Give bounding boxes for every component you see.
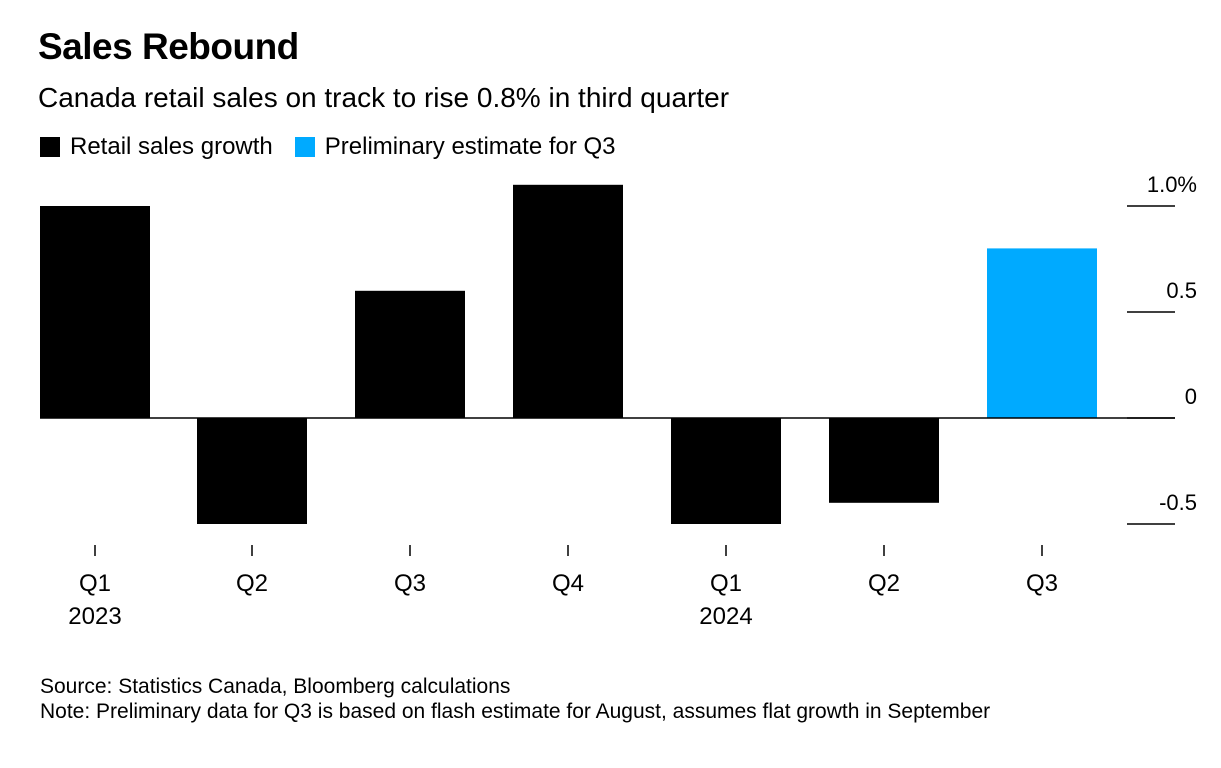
x-year-label-5: 2024 [699,603,752,630]
y-tick-label-2: 0.5 [1166,278,1197,303]
legend-swatch-preliminary [294,137,315,157]
chart-title: Sales Rebound [38,26,299,67]
legend: Retail sales growth Preliminary estimate… [40,133,638,161]
legend-item-preliminary: Preliminary estimate for Q3 [294,133,616,161]
x-tick-label-1: Q1 [79,570,111,597]
bar-retail-sales-3 [355,290,465,418]
x-tick-label-5: Q1 [710,570,742,597]
x-tick-label-3: Q3 [394,570,426,597]
source-note: Source: Statistics Canada, Bloomberg cal… [40,675,511,698]
bar-chart: 1.0% 0.5 0 -0.5 Q1 2023 Q2 Q3 Q4 Q1 2024 Q2 Q3 [40,172,1197,630]
bar-retail-sales-5 [671,418,781,524]
y-tick-label-3: 0 [1185,384,1197,409]
x-tick-label-2: Q2 [236,570,268,597]
legend-label-preliminary: Preliminary estimate for Q3 [324,133,616,160]
bar-retail-sales-4 [513,184,623,418]
bar-retail-sales-6 [829,418,939,503]
legend-label-retail-sales: Retail sales growth [70,133,273,160]
x-tick-label-7: Q3 [1026,570,1058,597]
y-tick-label-1: 1.0% [1147,172,1197,197]
chart-subtitle: Canada retail sales on track to rise 0.8… [38,82,730,113]
y-tick-label-4: -0.5 [1159,490,1197,515]
legend-swatch-retail-sales [40,137,60,157]
footer: Source: Statistics Canada, Bloomberg cal… [40,674,990,724]
legend-item-retail-sales: Retail sales growth [40,133,273,161]
x-year-label-1: 2023 [68,603,121,630]
bar-retail-sales-1 [40,206,150,418]
x-tick-label-4: Q4 [552,570,584,597]
x-tick-label-6: Q2 [868,570,900,597]
bar-retail-sales-2 [197,418,307,524]
bar-preliminary-7 [987,248,1097,418]
footnote: Note: Preliminary data for Q3 is based o… [40,700,991,723]
